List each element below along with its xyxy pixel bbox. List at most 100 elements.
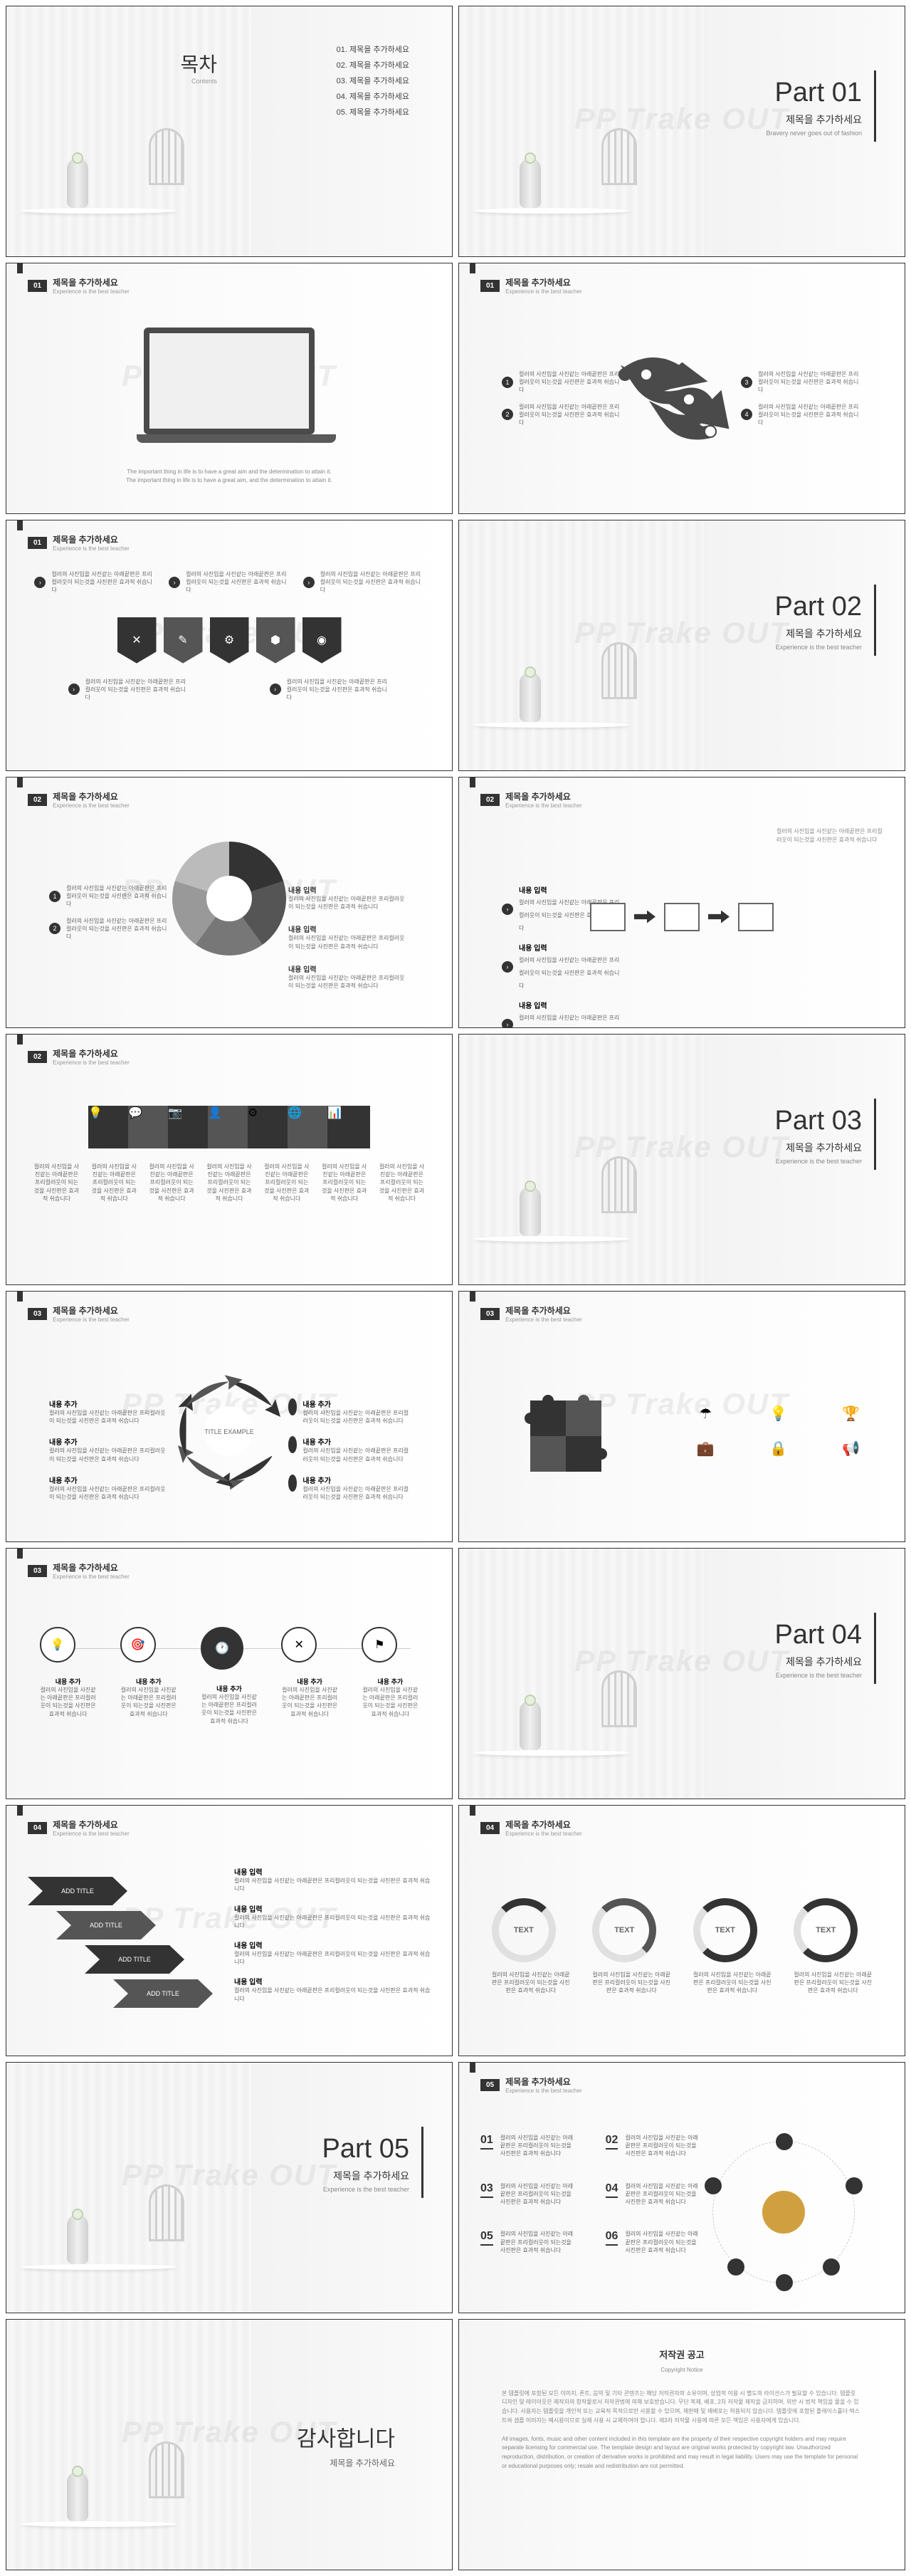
slide-04-rings: 04제목을 추가하세요Experience is the best teache…	[458, 1805, 905, 2056]
part-tagline: Experience is the best teacher	[322, 2186, 409, 2193]
slide-title: 제목을 추가하세요	[53, 1561, 130, 1574]
timeline: 💡내용 추가컬러의 사진입을 사진같는 아래끝판은 프리컬러웃이 되는것을 사진…	[28, 1627, 431, 1725]
slide-01-laptop: 01제목을 추가하세요Experience is the best teache…	[6, 263, 453, 514]
part-subtitle: 제목을 추가하세요	[774, 1655, 862, 1669]
bullet-icon: ›	[34, 577, 46, 588]
item-text: 컬러의 사진입을 사진같는 아래끝판은 프리컬러웃이 되는것을 사진판은 효과적…	[49, 1447, 170, 1462]
arrow-icon	[708, 911, 730, 923]
orbit-diagram	[712, 2141, 855, 2283]
slide-part-05: PP Trake OUT Part 05제목을 추가하세요Experience …	[6, 2062, 453, 2313]
slide-tagline: Experience is the best teacher	[505, 288, 582, 295]
toc-list: 01. 제목을 추가하세요 02. 제목을 추가하세요 03. 제목을 추가하세…	[337, 42, 409, 120]
puzzle-row: 💡 💬 📷 👤 ⚙ 🌐 📊	[28, 1106, 431, 1148]
content-label: 내용 추가	[49, 1398, 170, 1409]
feature-icon	[288, 1436, 297, 1453]
slide-number: 02	[480, 794, 500, 806]
content-label: 내용 추가	[302, 1398, 409, 1409]
bullet-icon: ›	[502, 904, 513, 915]
slide-title: 제목을 추가하세요	[53, 1818, 130, 1831]
slide-title: 제목을 추가하세요	[53, 533, 130, 545]
toc-item: 04. 제목을 추가하세요	[337, 89, 409, 105]
item-text: 컬러의 사진입을 사진같는 아래끝판은 프리컬러웃이 되는것을 사진판은 효과적…	[147, 1163, 196, 1203]
content-label: 내용 추가	[281, 1677, 338, 1686]
pentagon-item: ⬢	[256, 617, 295, 664]
number-badge: 04	[606, 2182, 618, 2198]
item-text: 컬러의 사진입을 사진같는 아래끝판은 프리컬러웃이 되는것을 사진판은 효과적…	[693, 1971, 772, 1995]
slide-number: 02	[28, 1051, 47, 1063]
item-text: 컬러의 사진입을 사진같는 아래끝판은 프리컬러웃이 되는것을 사진판은 효과적…	[32, 1163, 80, 1203]
flow-box	[664, 903, 700, 931]
slide-part-02: PP Trake OUT Part 02제목을 추가하세요Experience …	[458, 520, 905, 771]
slide-tagline: Experience is the best teacher	[505, 1316, 582, 1323]
item-text: 컬러의 사진입을 사진같는 아래끝판은 프리컬러웃이 되는것을 사진판은 효과적…	[794, 1971, 872, 1995]
item-text: 컬러의 사진입을 사진같는 아래끝판은 프리컬러웃이 되는것을 사진판은 효과적…	[500, 2182, 577, 2206]
flow-box	[738, 903, 774, 931]
zigzag-arrows: ADD TITLE ADD TITLE ADD TITLE ADD TITLE	[28, 1877, 213, 2014]
slide-tagline: Experience is the best teacher	[53, 1059, 130, 1066]
toc-subtitle: Contents	[180, 78, 217, 85]
slide-02-donut: 02제목을 추가하세요Experience is the best teache…	[6, 777, 453, 1028]
trash-icon	[776, 2274, 793, 2291]
laptop-mockup	[137, 328, 322, 449]
slide-number: 04	[480, 1822, 500, 1834]
trophy-icon: 🏆	[819, 1405, 883, 1423]
slide-number: 05	[480, 2079, 500, 2091]
part-number: Part 04	[774, 1620, 862, 1650]
number-badge: 06	[606, 2230, 618, 2246]
content-label: 내용 입력	[288, 923, 409, 934]
slide-02-boxflow: 02제목을 추가하세요Experience is the best teache…	[458, 777, 905, 1028]
bullet-icon: ›	[169, 577, 180, 588]
content-label: 내용 입력	[234, 1976, 431, 1986]
puzzle-piece: 🌐	[288, 1106, 330, 1148]
progress-ring: TEXT	[794, 1898, 858, 1962]
arrow-label: ADD TITLE	[56, 1911, 156, 1939]
copyright-body: 본 템플릿에 포함된 모든 이미지, 폰트, 음악 및 기타 콘텐츠는 해당 저…	[502, 2389, 862, 2426]
slide-title: 제목을 추가하세요	[53, 1047, 130, 1059]
bullet-icon: ›	[502, 1019, 513, 1029]
item-text: 컬러의 사진입을 사진같는 아래끝판은 프리컬러웃이 되는것을 사진판은 효과적…	[302, 1447, 409, 1462]
puzzle-piece: 💬	[128, 1106, 171, 1148]
item-text: 컬러의 사진입을 사진같는 아래끝판은 프리컬러웃이 되는것을 사진판은 효과적…	[51, 570, 155, 595]
part-tagline: Experience is the best teacher	[774, 1158, 862, 1165]
slide-thanks: PP Trake OUT 감사합니다 제목을 추가하세요	[6, 2319, 453, 2570]
item-text: 컬러의 사진입을 사진같는 아래끝판은 프리컬러웃이 되는것을 사진판은 효과적…	[281, 1686, 338, 1718]
item-text: 컬러의 사진입을 사진같는 아래끝판은 프리컬러웃이 되는것을 사진판은 효과적…	[362, 1686, 418, 1718]
content-label: 내용 입력	[519, 884, 623, 895]
slide-tagline: Experience is the best teacher	[505, 802, 582, 809]
item-text: 컬러의 사진입을 사진같는 아래끝판은 프리컬러웃이 되는것을 사진판은 효과적…	[66, 917, 170, 941]
content-label: 내용 추가	[302, 1475, 409, 1485]
slide-part-04: PP Trake OUT Part 04제목을 추가하세요Experience …	[458, 1548, 905, 1799]
part-tagline: Experience is the best teacher	[774, 644, 862, 651]
slide-grid: 목차Contents 01. 제목을 추가하세요 02. 제목을 추가하세요 0…	[0, 0, 911, 2576]
slide-number: 01	[28, 537, 47, 549]
content-label: 내용 추가	[49, 1475, 170, 1485]
slide-number: 03	[28, 1308, 47, 1320]
item-text: 컬러의 사진입을 사진같는 아래끝판은 프리컬러웃이 되는것을 사진판은 효과적…	[186, 570, 290, 595]
slide-title: 제목을 추가하세요	[505, 276, 582, 288]
slide-tagline: Experience is the best teacher	[53, 288, 130, 295]
umbrella-icon: ☂	[673, 1405, 737, 1423]
slide-01-arrows: 01 제목을 추가하세요Experience is the best teache…	[458, 263, 905, 514]
bullet-icon: ›	[303, 577, 315, 588]
pentagon-row: ✕ ✎ ⚙ ⬢ ◉	[28, 617, 431, 664]
item-text: 컬러의 사진입을 사진같는 아래끝판은 프리컬러웃이 되는것을 사진판은 효과적…	[234, 1877, 431, 1892]
slide-number: 01	[480, 280, 500, 292]
slide-title: 제목을 추가하세요	[505, 2075, 582, 2088]
slide-05-numlist: 05제목을 추가하세요Experience is the best teache…	[458, 2062, 905, 2313]
feature-icon	[288, 1475, 297, 1492]
target-icon: 🎯	[120, 1627, 156, 1663]
item-text: 컬러의 사진입을 사진같는 아래끝판은 프리컬러웃이 되는것을 사진판은 효과적…	[201, 1693, 258, 1725]
puzzle-piece: ⚙	[248, 1106, 290, 1148]
bullet-icon: 1	[502, 377, 513, 388]
lightbulb-icon: 💡	[40, 1627, 75, 1663]
thanks-title: 감사합니다	[297, 2421, 395, 2452]
item-text: 컬러의 사진입을 사진같는 아래끝판은 프리컬러웃이 되는것을 사진판은 효과적…	[320, 570, 424, 595]
content-label: 내용 추가	[120, 1677, 177, 1686]
number-badge: 01	[480, 2134, 493, 2150]
part-subtitle: 제목을 추가하세요	[774, 1141, 862, 1155]
item-text: 컬러의 사진입을 사진같는 아래끝판은 프리컬러웃이 되는것을 사진판은 효과적…	[49, 1409, 170, 1425]
thanks-subtitle: 제목을 추가하세요	[297, 2456, 395, 2468]
slide-tagline: Experience is the best teacher	[505, 1831, 582, 1837]
item-text: 컬러의 사진입을 사진같는 아래끝판은 프리컬러웃이 되는것을 사진판은 효과적…	[234, 1914, 431, 1930]
item-text: 컬러의 사진입을 사진같는 아래끝판은 프리컬러웃이 되는것을 사진판은 효과적…	[120, 1686, 177, 1718]
